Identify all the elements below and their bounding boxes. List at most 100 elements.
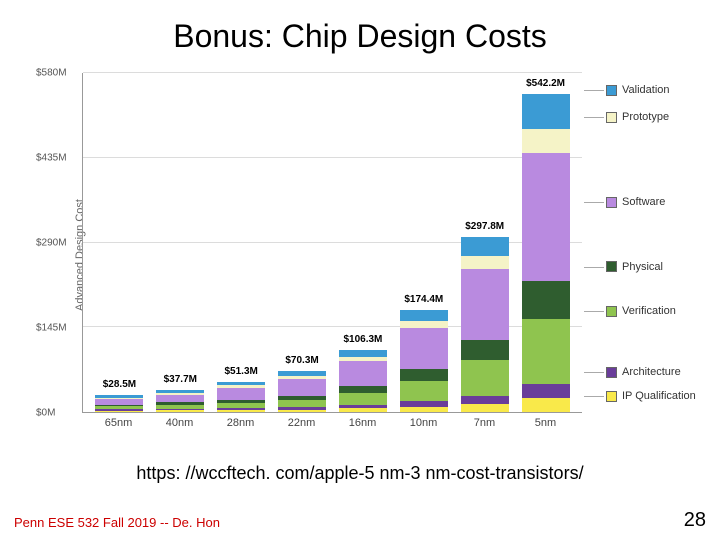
bar-segment [400, 310, 448, 321]
bar-segment [278, 379, 326, 396]
bar-value-label: $297.8M [461, 221, 509, 232]
bar-stack [217, 382, 265, 412]
bar-column: $542.2M [522, 94, 570, 412]
bar-segment [339, 386, 387, 393]
bar-stack [156, 390, 204, 412]
bar-segment [156, 395, 204, 403]
bar-column: $174.4M [400, 310, 448, 412]
bar-value-label: $174.4M [400, 294, 448, 305]
bar-column: $106.3M [339, 350, 387, 412]
bar-segment [461, 269, 509, 340]
bar-segment [522, 398, 570, 412]
bar-segment [339, 350, 387, 357]
legend: Validation Prototype Software Physical Verif… [592, 73, 710, 413]
bar-segment [522, 94, 570, 129]
legend-connector [584, 202, 604, 203]
legend-item: Validation [606, 84, 670, 96]
bar-segment [339, 408, 387, 412]
bar-segment [461, 360, 509, 395]
y-tick-label: $145M [36, 323, 67, 334]
bar-segment [522, 281, 570, 319]
bar-segment [522, 319, 570, 383]
x-tick-label: 22nm [278, 417, 326, 429]
legend-label: Validation [622, 84, 670, 96]
x-tick-label: 65nm [95, 417, 143, 429]
legend-connector [584, 117, 604, 118]
bar-value-label: $51.3M [217, 366, 265, 377]
x-tick-label: 7nm [461, 417, 509, 429]
legend-swatch [606, 85, 617, 96]
legend-swatch [606, 261, 617, 272]
source-url: https: //wccftech. com/apple-5 nm-3 nm-c… [20, 463, 700, 484]
bar-segment [461, 237, 509, 256]
legend-label: Physical [622, 261, 663, 273]
bar-segment [400, 407, 448, 412]
bar-segment [522, 129, 570, 153]
legend-connector [584, 311, 604, 312]
legend-item: Physical [606, 261, 663, 273]
bar-column: $297.8M [461, 237, 509, 412]
bar-value-label: $28.5M [95, 379, 143, 390]
bar-segment [278, 410, 326, 412]
bar-column: $51.3M [217, 382, 265, 412]
bar-segment [400, 369, 448, 381]
bar-segment [339, 393, 387, 405]
bar-column: $28.5M [95, 395, 143, 412]
bar-value-label: $106.3M [339, 334, 387, 345]
bar-segment [339, 361, 387, 386]
bar-stack [522, 94, 570, 412]
legend-item: Verification [606, 305, 676, 317]
bar-value-label: $542.2M [522, 78, 570, 89]
bar-segment [95, 411, 143, 412]
legend-label: IP Qualification [622, 390, 696, 402]
legend-connector [584, 396, 604, 397]
legend-connector [584, 372, 604, 373]
x-tick-label: 16nm [339, 417, 387, 429]
bar-segment [461, 340, 509, 361]
y-tick-label: $580M [36, 68, 67, 79]
bar-stack [461, 237, 509, 412]
slide-title: Bonus: Chip Design Costs [20, 18, 700, 55]
legend-swatch [606, 197, 617, 208]
legend-swatch [606, 367, 617, 378]
legend-swatch [606, 306, 617, 317]
bar-stack [278, 371, 326, 412]
bar-segment [400, 321, 448, 328]
legend-item: IP Qualification [606, 390, 696, 402]
legend-label: Architecture [622, 366, 681, 378]
bar-segment [522, 153, 570, 281]
page-number: 28 [684, 509, 706, 532]
legend-swatch [606, 391, 617, 402]
footer-course: Penn ESE 532 Fall 2019 -- De. Hon [14, 515, 220, 530]
x-tick-label: 5nm [522, 417, 570, 429]
bar-segment [522, 384, 570, 398]
bar-segment [278, 400, 326, 407]
bar-stack [95, 395, 143, 412]
legend-item: Prototype [606, 111, 669, 123]
legend-item: Architecture [606, 366, 681, 378]
plot-area: $28.5M $37.7M $51.3M $70.3M $106.3M $174.4M $2… [82, 73, 582, 413]
x-tick-label: 28nm [217, 417, 265, 429]
bar-segment [400, 328, 448, 369]
y-tick-label: $435M [36, 153, 67, 164]
design-cost-chart: Advanced Design Cost $0M$145M$290M$435M$… [30, 65, 710, 445]
bar-column: $37.7M [156, 390, 204, 412]
bar-value-label: $70.3M [278, 355, 326, 366]
legend-swatch [606, 112, 617, 123]
bar-segment [156, 410, 204, 412]
bar-stack [400, 310, 448, 412]
bar-segment [217, 388, 265, 400]
bar-stack [339, 350, 387, 412]
bar-value-label: $37.7M [156, 374, 204, 385]
bar-column: $70.3M [278, 371, 326, 412]
bar-segment [217, 410, 265, 412]
bar-segment [461, 256, 509, 269]
legend-item: Software [606, 196, 665, 208]
bar-segment [461, 396, 509, 404]
legend-connector [584, 267, 604, 268]
x-tick-label: 40nm [156, 417, 204, 429]
legend-connector [584, 90, 604, 91]
bar-segment [400, 381, 448, 402]
legend-label: Software [622, 196, 665, 208]
bar-segment [461, 404, 509, 412]
